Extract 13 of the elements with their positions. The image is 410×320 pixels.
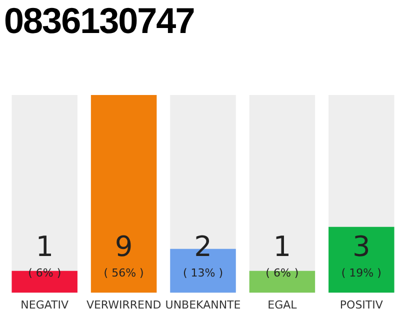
data-label: 3 bbox=[352, 230, 370, 264]
x-tick-label: NEGATIV bbox=[20, 298, 69, 312]
annotation: ( 19% ) bbox=[341, 266, 382, 280]
data-label: 1 bbox=[273, 230, 292, 264]
x-tick-label: VERWIRREND bbox=[86, 298, 162, 312]
annotation: ( 13% ) bbox=[182, 266, 224, 280]
x-tick-label: UNBEKANNTE bbox=[165, 298, 241, 312]
data-label: 1 bbox=[36, 230, 54, 264]
chart-title: 0836130747 bbox=[4, 0, 194, 42]
data-label: 9 bbox=[114, 230, 133, 264]
x-tick-label: POSITIV bbox=[340, 298, 384, 312]
x-tick-label: EGAL bbox=[268, 298, 298, 312]
annotation: ( 56% ) bbox=[104, 266, 144, 280]
